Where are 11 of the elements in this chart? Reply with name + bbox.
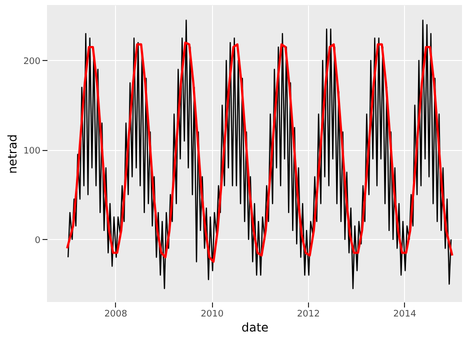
line-series xyxy=(66,41,454,263)
x-tick-label: 2008 xyxy=(104,310,128,320)
y-tick-label: 200 xyxy=(23,56,41,67)
x-tick-label: 2014 xyxy=(393,310,416,320)
y-tick-label: 100 xyxy=(23,146,41,156)
x-tick-label: 2012 xyxy=(296,310,320,320)
x-tick-label: 2010 xyxy=(200,310,224,320)
y-axis-title: netrad xyxy=(5,134,20,174)
line-series xyxy=(67,20,452,290)
y-tick-label: 0 xyxy=(34,236,41,246)
x-axis-title: date xyxy=(241,320,269,334)
